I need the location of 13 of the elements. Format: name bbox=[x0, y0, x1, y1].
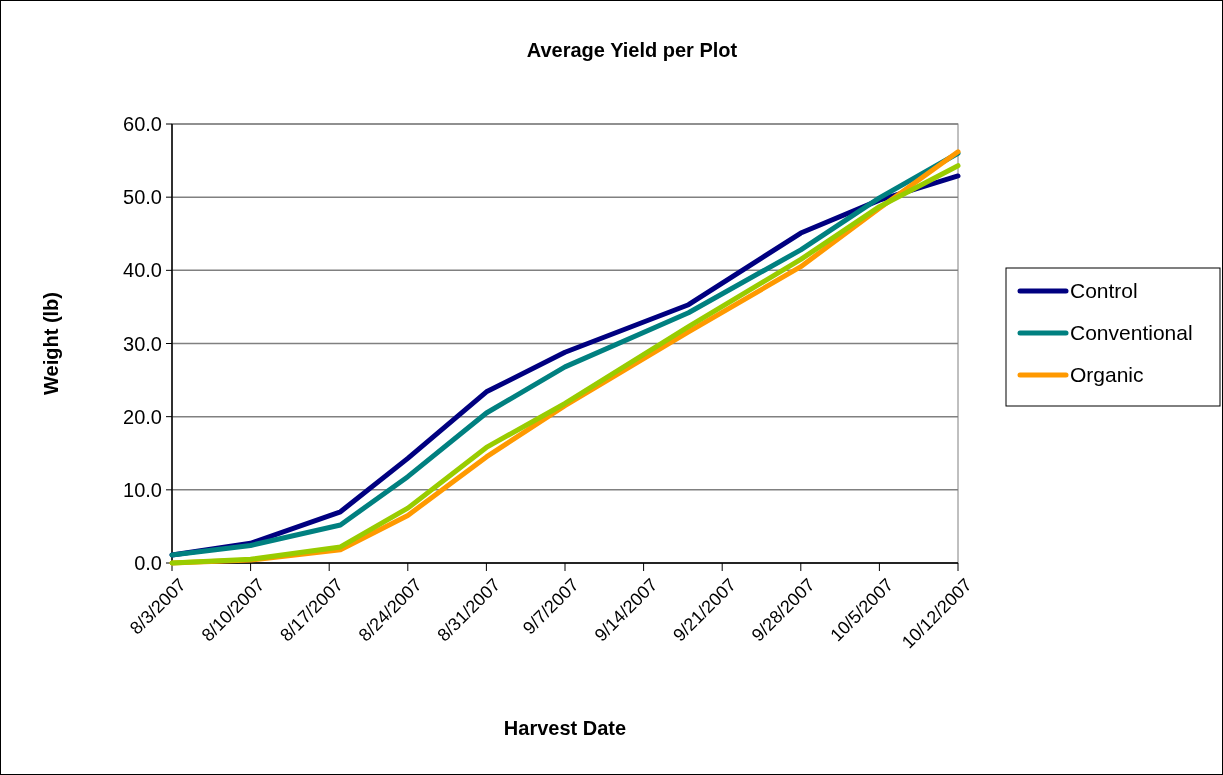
x-axis-title: Harvest Date bbox=[503, 717, 627, 739]
y-axis-title: Weight (lb) bbox=[40, 292, 62, 395]
y-tick-label: 40.0 bbox=[123, 259, 162, 282]
y-tick-label: 10.0 bbox=[123, 478, 162, 501]
legend-label: Conventional bbox=[1070, 321, 1193, 345]
chart-title: Average Yield per Plot bbox=[526, 39, 738, 61]
y-tick-label: 50.0 bbox=[123, 186, 162, 209]
legend-label: Organic bbox=[1070, 363, 1144, 387]
y-tick-label: 0.0 bbox=[134, 552, 162, 574]
y-tick-label: 30.0 bbox=[123, 332, 162, 355]
legend-label: Control bbox=[1070, 279, 1138, 303]
y-tick-label: 20.0 bbox=[123, 405, 162, 428]
y-tick-label: 60.0 bbox=[123, 113, 162, 135]
